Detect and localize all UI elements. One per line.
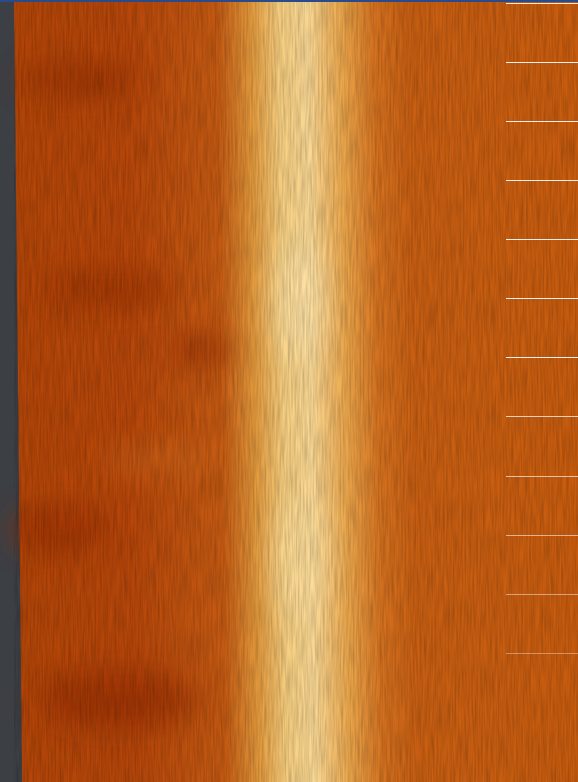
scan-field [10, 0, 578, 782]
top-border [0, 0, 578, 2]
afm-image [0, 0, 578, 782]
page: (() => { const data = JSON.parse(documen… [0, 0, 578, 782]
